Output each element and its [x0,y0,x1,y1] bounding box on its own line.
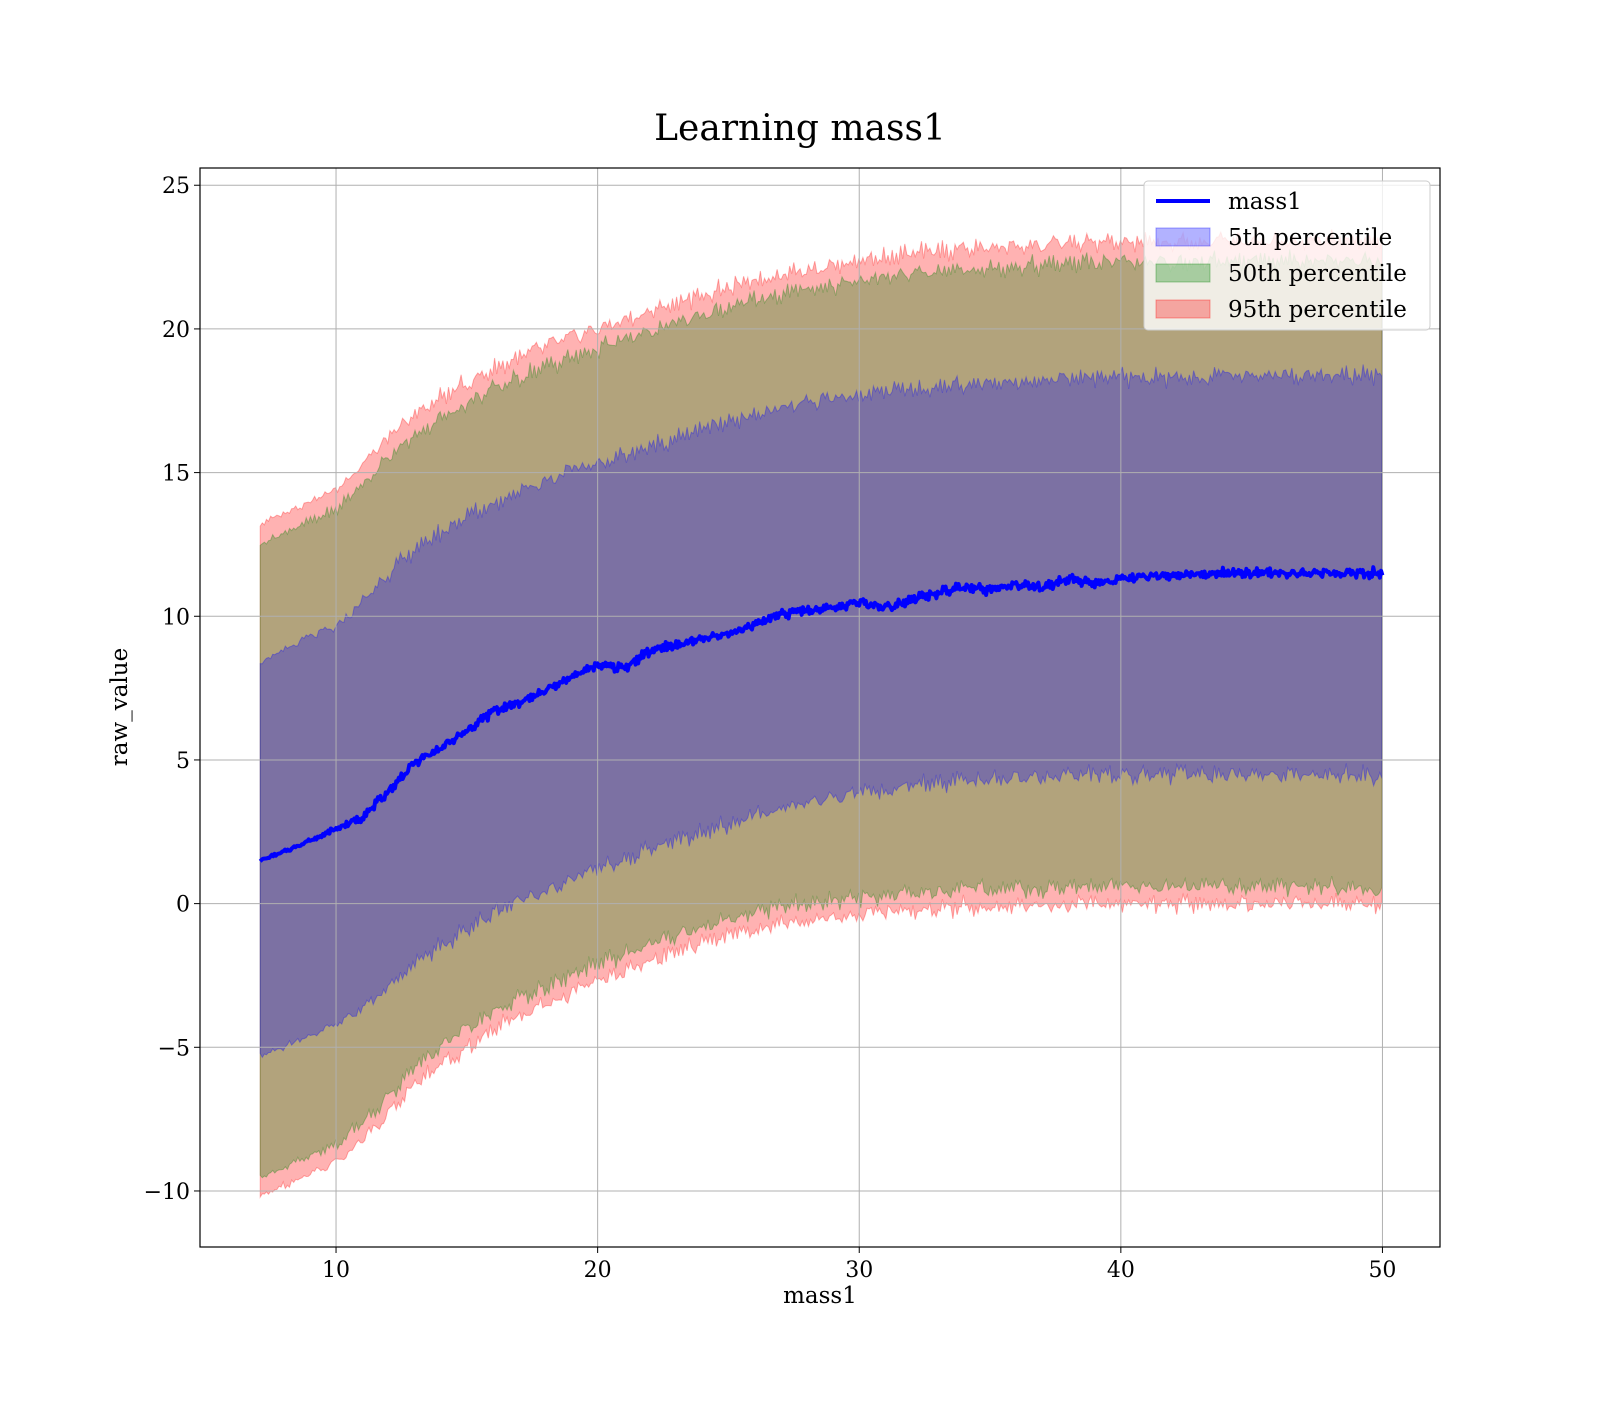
legend-label: 95th percentile [1228,297,1407,323]
legend-label: 50th percentile [1228,261,1407,287]
x-tick-label: 10 [322,1258,350,1283]
series-line-mass1 [258,565,1385,863]
line-layer [258,565,1385,863]
legend: mass1 5th percentile 50th percentile 95th p… [1143,180,1431,331]
x-tick-label: 30 [845,1258,873,1283]
y-axis-label: raw_value [107,648,133,766]
legend-label: 5th percentile [1228,225,1392,251]
legend-band-swatch [1155,227,1211,247]
band-95th-percentile [259,229,1383,1199]
legend-box [1143,180,1431,331]
legend-items: mass1 5th percentile 50th percentile 95th p… [1155,189,1407,323]
band-50th-percentile [259,249,1383,1179]
legend-band-swatch [1155,263,1211,283]
y-tick-label: 25 [162,174,190,199]
y-tick-label: −10 [144,1180,190,1205]
y-tick-label: 15 [162,462,190,487]
y-tick-label: −5 [158,1036,190,1061]
ticks-layer: 10 20 30 40 50 −10 −5 0 5 10 15 20 25 [144,174,1397,1283]
y-tick-label: 0 [176,893,190,918]
plot-frame [199,167,1441,1248]
y-tick-label: 20 [162,318,190,343]
x-tick-label: 20 [584,1258,612,1283]
legend-band-swatch [1155,299,1211,319]
chart-title: Learning mass1 [654,108,946,149]
band-5th-percentile [259,364,1383,1059]
bands-layer [259,229,1383,1199]
legend-label: mass1 [1228,189,1302,215]
y-tick-label: 5 [176,749,190,774]
x-axis-label: mass1 [783,1283,857,1309]
y-tick-label: 10 [162,605,190,630]
grid-layer [200,168,1440,1247]
x-tick-label: 50 [1368,1258,1396,1283]
x-tick-label: 40 [1107,1258,1135,1283]
